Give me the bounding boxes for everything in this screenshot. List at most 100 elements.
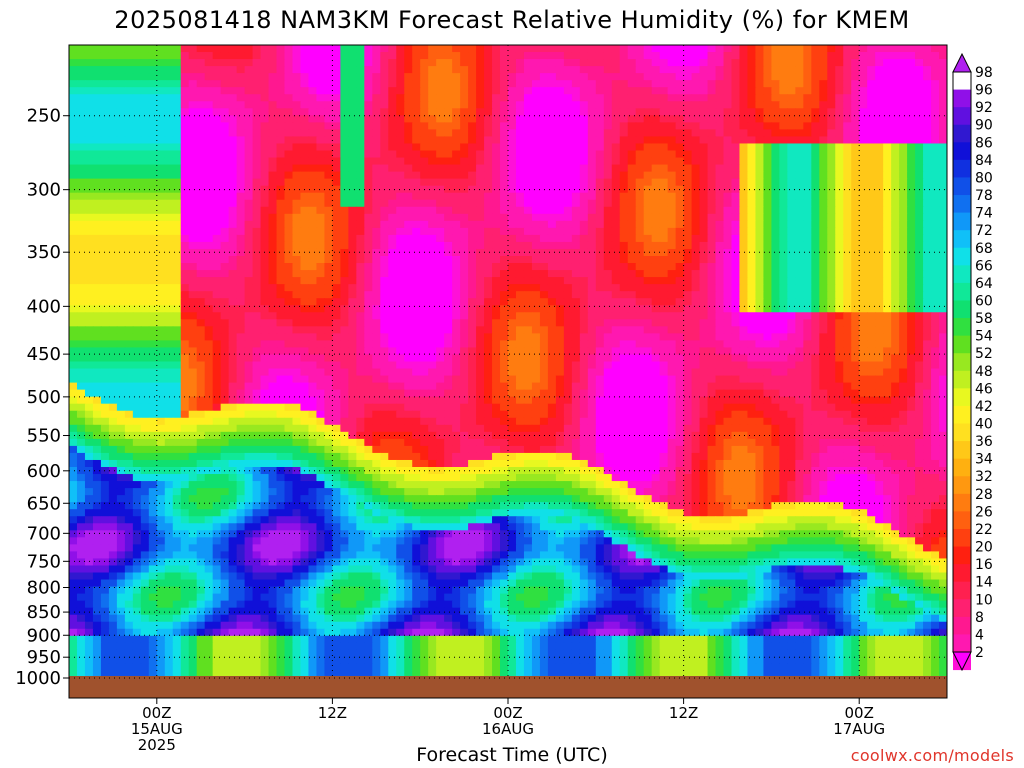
- y-tick-label: 300: [27, 180, 61, 201]
- x-tick-label: 12Z: [669, 704, 698, 722]
- chart-title: 2025081418 NAM3KM Forecast Relative Humi…: [114, 6, 910, 34]
- x-tick-label: 17AUG: [833, 720, 885, 738]
- colorbar-label: 36: [975, 434, 993, 450]
- x-tick-label: 00Z: [142, 704, 171, 722]
- colorbar-label: 2: [975, 645, 984, 661]
- y-tick-label: 450: [27, 344, 61, 365]
- x-tick-label: 15AUG: [131, 720, 183, 738]
- colorbar-top-arrow: [952, 52, 972, 73]
- colorbar-label: 22: [975, 522, 993, 538]
- colorbar-segment: [953, 388, 971, 407]
- colorbar-label: 26: [975, 504, 993, 520]
- colorbar-label: 16: [975, 557, 993, 573]
- colorbar-label: 54: [975, 329, 993, 345]
- x-tick-label: 00Z: [493, 704, 522, 722]
- colorbar-label: 60: [975, 293, 993, 309]
- y-tick-label: 900: [27, 625, 61, 646]
- colorbar-segment: [953, 159, 971, 178]
- credit-link[interactable]: coolwx.com/models: [850, 746, 1014, 765]
- grid-lines: [69, 45, 947, 679]
- colorbar-label: 84: [975, 153, 993, 169]
- colorbar-segment: [953, 370, 971, 389]
- colorbar-segment: [953, 247, 971, 266]
- colorbar-segment: [953, 511, 971, 530]
- colorbar-label: 78: [975, 188, 993, 204]
- x-tick-label: 00Z: [845, 704, 874, 722]
- colorbar-label: 68: [975, 241, 993, 257]
- colorbar-label: 58: [975, 311, 993, 327]
- colorbar-segment: [953, 405, 971, 425]
- colorbar-label: 8: [975, 610, 984, 626]
- y-tick-label: 1000: [15, 668, 61, 689]
- colorbar-label: 90: [975, 118, 993, 134]
- colorbar-segment: [953, 89, 971, 108]
- colorbar-label: 14: [975, 575, 993, 591]
- colorbar-segment: [953, 335, 971, 354]
- colorbar-segment: [953, 265, 971, 284]
- colorbar-label: 72: [975, 223, 993, 239]
- colorbar-label: 98: [975, 65, 993, 81]
- colorbar-label: 64: [975, 276, 993, 292]
- y-tick-label: 750: [27, 551, 61, 572]
- colorbar-segment: [953, 142, 971, 161]
- colorbar-segment: [953, 318, 971, 337]
- colorbar-label: 86: [975, 135, 993, 151]
- colorbar-label: 66: [975, 258, 993, 274]
- colorbar-label: 48: [975, 364, 993, 380]
- y-tick-label: 550: [27, 426, 61, 447]
- colorbar-label: 34: [975, 452, 993, 468]
- colorbar-segment: [953, 212, 971, 231]
- colorbar-segment: [953, 546, 971, 565]
- colorbar-label: 52: [975, 346, 993, 362]
- colorbar-label: 96: [975, 83, 993, 99]
- y-tick-label: 700: [27, 523, 61, 544]
- colorbar-segment: [953, 423, 971, 442]
- colorbar-label: 10: [975, 592, 993, 608]
- x-tick-label: 16AUG: [482, 720, 534, 738]
- colorbar-segment: [953, 441, 971, 460]
- y-tick-label: 400: [27, 296, 61, 317]
- colorbar-segment: [953, 476, 971, 495]
- y-tick-label: 250: [27, 106, 61, 127]
- colorbar-segment: [953, 300, 971, 319]
- colorbar: 9896929086848078747268666460585452484642…: [952, 52, 993, 672]
- colorbar-segment: [953, 634, 971, 653]
- colorbar-label: 46: [975, 381, 993, 397]
- colorbar-segment: [953, 124, 971, 143]
- colorbar-segment: [953, 493, 971, 512]
- colorbar-segment: [953, 282, 971, 301]
- colorbar-segment: [953, 616, 971, 635]
- colorbar-label: 4: [975, 627, 984, 643]
- colorbar-segment: [953, 599, 971, 618]
- colorbar-segment: [953, 458, 971, 477]
- y-tick-label: 650: [27, 493, 61, 514]
- y-tick-label: 950: [27, 647, 61, 668]
- y-tick-label: 800: [27, 577, 61, 598]
- colorbar-segment: [953, 230, 971, 249]
- colorbar-segment: [953, 177, 971, 196]
- colorbar-segment: [953, 581, 971, 600]
- x-axis-label: Forecast Time (UTC): [416, 744, 608, 766]
- colorbar-segment: [953, 107, 971, 126]
- y-axis-ticks: 2503003504004505005506006507007508008509…: [15, 106, 69, 689]
- y-tick-label: 500: [27, 387, 61, 408]
- colorbar-label: 28: [975, 487, 993, 503]
- colorbar-label: 80: [975, 170, 993, 186]
- x-tick-label: 2025: [138, 736, 176, 754]
- colorbar-label: 92: [975, 100, 993, 116]
- colorbar-segment: [953, 353, 971, 372]
- colorbar-label: 42: [975, 399, 993, 415]
- colorbar-segment: [953, 528, 971, 548]
- colorbar-label: 74: [975, 206, 993, 222]
- surface-band: [69, 676, 947, 698]
- colorbar-segment: [953, 195, 971, 214]
- y-tick-label: 350: [27, 242, 61, 263]
- colorbar-label: 32: [975, 469, 993, 485]
- colorbar-label: 40: [975, 417, 993, 433]
- colorbar-segment: [953, 564, 971, 583]
- humidity-field: [69, 45, 947, 678]
- y-tick-label: 600: [27, 461, 61, 482]
- x-tick-label: 12Z: [318, 704, 347, 722]
